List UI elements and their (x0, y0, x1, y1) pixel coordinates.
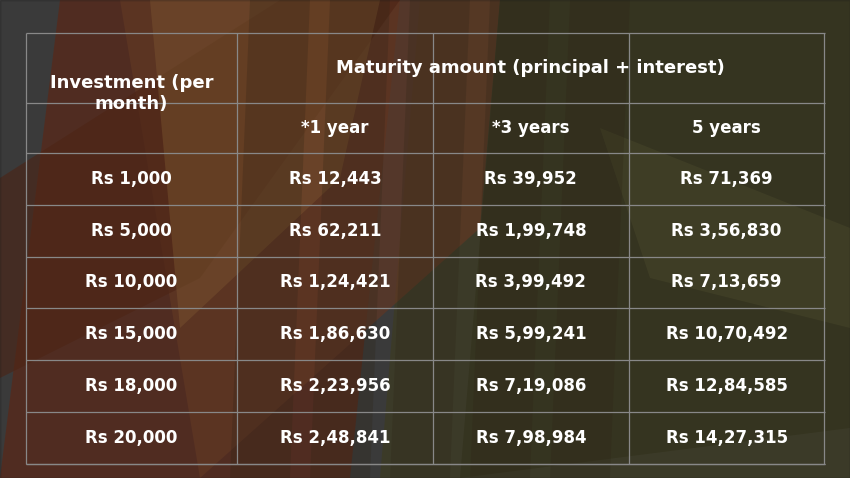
Text: Rs 3,56,830: Rs 3,56,830 (672, 222, 782, 239)
Text: Rs 2,48,841: Rs 2,48,841 (280, 429, 390, 447)
Text: Maturity amount (principal + interest): Maturity amount (principal + interest) (337, 59, 725, 77)
Text: Rs 2,23,956: Rs 2,23,956 (280, 377, 390, 395)
Text: Rs 7,19,086: Rs 7,19,086 (476, 377, 586, 395)
Text: Rs 12,443: Rs 12,443 (289, 170, 382, 188)
Text: Rs 20,000: Rs 20,000 (85, 429, 178, 447)
Polygon shape (0, 0, 400, 478)
Polygon shape (550, 0, 630, 478)
Text: Rs 5,000: Rs 5,000 (91, 222, 172, 239)
Polygon shape (310, 0, 390, 478)
Text: Rs 62,211: Rs 62,211 (289, 222, 382, 239)
Text: Rs 12,84,585: Rs 12,84,585 (666, 377, 788, 395)
Polygon shape (0, 0, 400, 378)
Text: Rs 18,000: Rs 18,000 (85, 377, 178, 395)
Polygon shape (390, 0, 470, 478)
Text: Rs 14,27,315: Rs 14,27,315 (666, 429, 788, 447)
Text: Rs 1,000: Rs 1,000 (91, 170, 172, 188)
Text: Rs 1,99,748: Rs 1,99,748 (475, 222, 586, 239)
Text: Rs 1,86,630: Rs 1,86,630 (280, 325, 390, 343)
Polygon shape (230, 0, 310, 478)
Text: Rs 39,952: Rs 39,952 (484, 170, 577, 188)
Text: Rs 3,99,492: Rs 3,99,492 (475, 273, 586, 292)
Text: Rs 10,70,492: Rs 10,70,492 (666, 325, 788, 343)
Text: Rs 7,13,659: Rs 7,13,659 (672, 273, 782, 292)
Text: Investment (per
month): Investment (per month) (49, 74, 213, 113)
Text: Rs 5,99,241: Rs 5,99,241 (475, 325, 586, 343)
Polygon shape (380, 0, 850, 478)
Text: *1 year: *1 year (302, 119, 369, 137)
Text: *3 years: *3 years (492, 119, 570, 137)
Text: Rs 10,000: Rs 10,000 (85, 273, 178, 292)
Polygon shape (600, 128, 850, 328)
Text: Rs 7,98,984: Rs 7,98,984 (475, 429, 586, 447)
Text: 5 years: 5 years (692, 119, 761, 137)
Polygon shape (470, 0, 550, 478)
Text: Rs 71,369: Rs 71,369 (680, 170, 773, 188)
Text: Rs 1,24,421: Rs 1,24,421 (280, 273, 390, 292)
Polygon shape (150, 0, 380, 328)
Text: Rs 15,000: Rs 15,000 (85, 325, 178, 343)
Polygon shape (120, 0, 500, 478)
Polygon shape (460, 0, 850, 478)
